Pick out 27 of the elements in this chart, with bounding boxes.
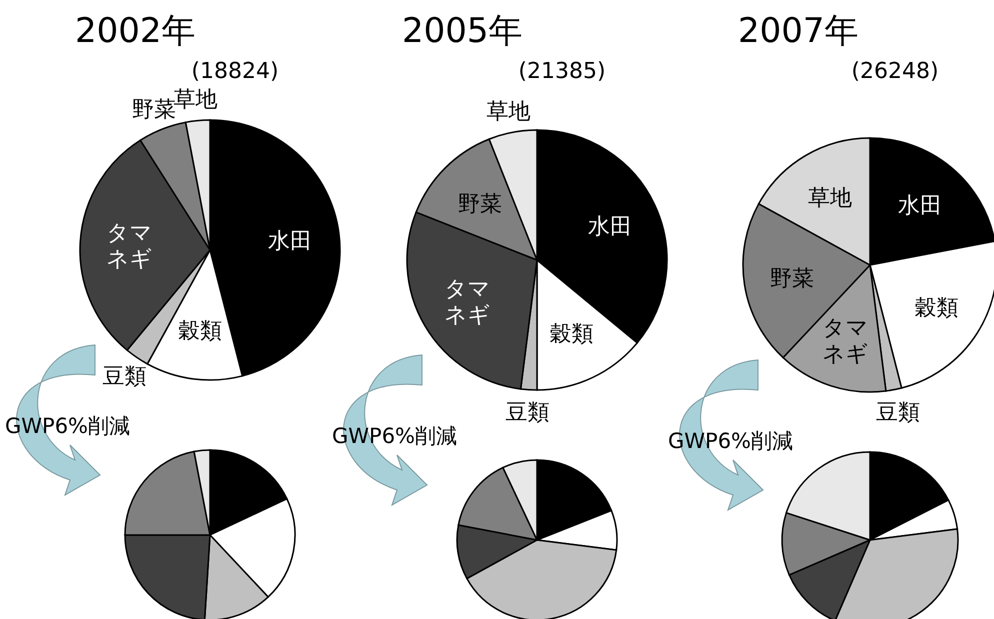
slice-label: タマネギ bbox=[106, 220, 153, 272]
text: GWP6%削減 bbox=[332, 424, 458, 448]
slice-label: 草地 bbox=[486, 100, 531, 125]
chart-title: 2007年 bbox=[738, 11, 859, 51]
slice-label: 野菜 bbox=[132, 98, 176, 123]
slice-label: 草地 bbox=[174, 88, 218, 113]
slice-label: 穀類 bbox=[914, 296, 958, 322]
slice-label: 草地 bbox=[808, 186, 852, 212]
chart-subtitle: (18824) bbox=[191, 59, 279, 84]
slice-label: 穀類 bbox=[549, 322, 594, 347]
chart-subtitle: (21385) bbox=[518, 59, 606, 84]
slice-label: タマネギ bbox=[822, 316, 869, 367]
slice-label: 豆類 bbox=[102, 364, 147, 390]
slice-label: タマネギ bbox=[444, 277, 491, 328]
slice-label: 水田 bbox=[268, 228, 312, 254]
slice-label: 豆類 bbox=[505, 400, 550, 426]
slice-label: 野菜 bbox=[770, 266, 814, 292]
text: GWP6%削減 bbox=[5, 414, 130, 438]
slice-label: 水田 bbox=[898, 193, 942, 218]
slice-label: 水田 bbox=[588, 214, 632, 240]
chart-title: 2005年 bbox=[402, 11, 523, 51]
chart-title: 2002年 bbox=[75, 11, 196, 51]
slice-label: 野菜 bbox=[458, 192, 502, 218]
slice-label: 豆類 bbox=[876, 400, 920, 426]
text: GWP6%削減 bbox=[668, 429, 794, 453]
chart-subtitle: (26248) bbox=[851, 59, 939, 84]
slice-label: 穀類 bbox=[178, 318, 222, 344]
